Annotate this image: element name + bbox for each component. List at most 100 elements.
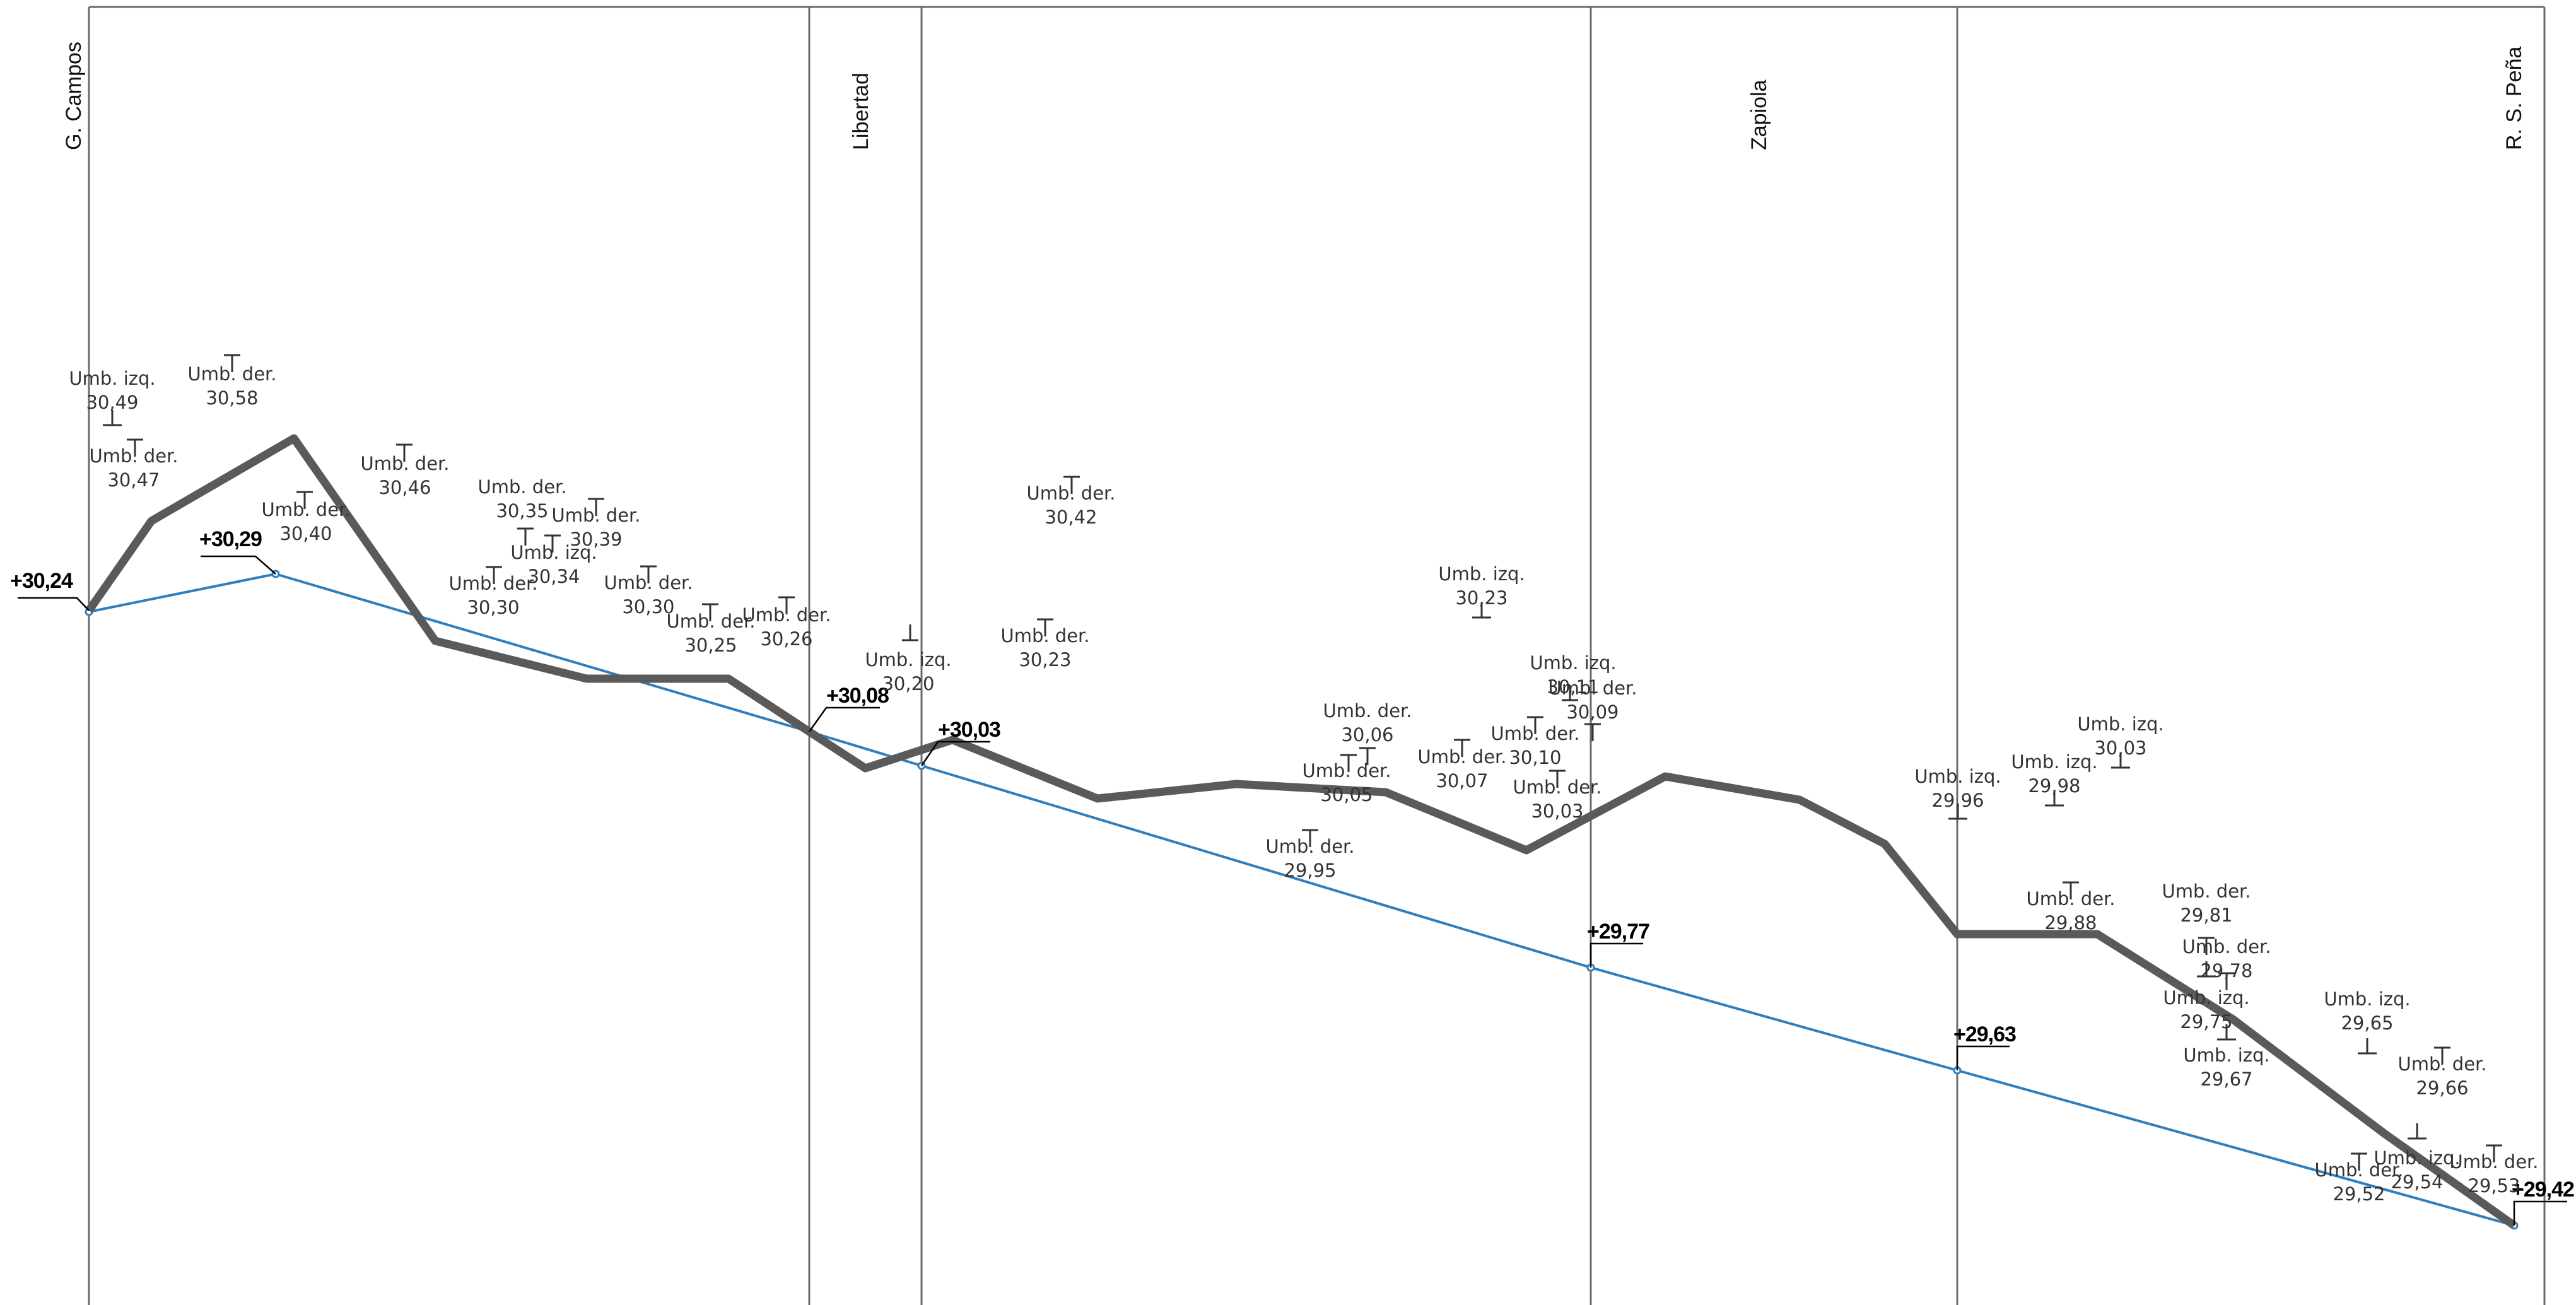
threshold-side: Umb. izq. <box>510 542 597 563</box>
threshold-side: Umb. der. <box>477 476 566 498</box>
threshold-label: Umb. der.30,09 <box>1548 677 1637 723</box>
threshold-label: Umb. der.29,78 <box>2182 936 2271 981</box>
threshold-side: Umb. der. <box>1323 700 1412 722</box>
threshold-value: 30,10 <box>1509 747 1561 768</box>
threshold-side: Umb. izq. <box>2374 1147 2460 1169</box>
threshold-label: Umb. der.30,30 <box>448 573 537 618</box>
threshold-label: Umb. izq. 30,20 <box>865 649 951 694</box>
threshold-value: 30,30 <box>467 597 519 618</box>
threshold-value: 30,46 <box>378 477 431 498</box>
threshold-symbol <box>1562 685 1578 701</box>
threshold-value: 30,39 <box>570 529 622 550</box>
terrain-profile-line <box>85 434 2517 1229</box>
threshold-side: Umb. izq. <box>1914 766 2001 787</box>
threshold-symbol <box>2045 790 2064 807</box>
threshold-label: Umb. der. 30,05 <box>1302 760 1391 805</box>
threshold-symbol <box>296 491 313 509</box>
threshold-symbol <box>1454 739 1470 757</box>
benchmark-leader <box>2513 1200 2567 1226</box>
threshold-side: Umb. der. <box>89 445 178 467</box>
threshold-value: 30,30 <box>622 596 674 617</box>
benchmark-label: +30,08 <box>826 684 889 708</box>
design-grade-line <box>88 572 2515 1227</box>
threshold-side: Umb. izq. <box>2163 987 2249 1009</box>
threshold-symbol <box>1302 829 1318 847</box>
threshold-symbol <box>778 596 795 614</box>
threshold-symbol <box>902 624 918 641</box>
benchmark-labels: +30,24 +30,29 +30,08 +30,03 +29,77 +29,6… <box>10 527 2575 1202</box>
threshold-symbol <box>588 498 604 516</box>
benchmark-leader <box>808 706 880 732</box>
threshold-symbol <box>1549 770 1566 788</box>
threshold-value: 29,81 <box>2180 904 2232 926</box>
threshold-label: Umb. izq.29,67 <box>2183 1045 2269 1090</box>
benchmark-label: +30,03 <box>938 718 1000 742</box>
threshold-label: Umb. der.30,35 <box>477 476 566 522</box>
threshold-value: 30,58 <box>206 387 258 409</box>
threshold-label: Umb. izq.29,65 <box>2324 988 2410 1034</box>
benchmark-label: +29,77 <box>1587 920 1649 944</box>
threshold-symbol <box>2198 937 2215 955</box>
benchmark-label: +30,24 <box>10 569 73 593</box>
threshold-symbol <box>1948 804 1967 820</box>
threshold-value: 30,47 <box>107 469 160 491</box>
threshold-symbol <box>224 354 240 372</box>
threshold-value: 30,23 <box>1019 649 1071 670</box>
threshold-label: Umb. der.30,06 <box>1323 700 1412 746</box>
threshold-side: Umb. izq. <box>2077 713 2163 735</box>
threshold-label: Umb. izq.29,75 <box>2163 987 2249 1033</box>
threshold-label: Umb. izq. 30,49 <box>69 368 155 413</box>
threshold-side: Umb. izq. <box>69 368 155 389</box>
threshold-symbol <box>2351 1152 2367 1171</box>
threshold-symbol <box>2408 1123 2427 1140</box>
benchmark-leader <box>18 597 90 611</box>
threshold-side: Umb. der. <box>2162 881 2251 902</box>
threshold-symbol <box>1359 747 1376 765</box>
threshold-side: Umb. izq. <box>2011 751 2097 773</box>
grade-points <box>85 570 2519 1230</box>
threshold-symbol <box>1472 602 1491 619</box>
threshold-label: Umb. izq.29,98 <box>2011 751 2097 797</box>
threshold-value: 29,53 <box>2468 1175 2520 1197</box>
threshold-label: Umb. der.30,47 <box>89 445 178 491</box>
threshold-value: 29,66 <box>2416 1077 2468 1099</box>
station-name-libertad: Libertad <box>849 73 873 150</box>
threshold-value: 30,09 <box>1566 701 1619 723</box>
threshold-symbol <box>2218 972 2235 990</box>
threshold-value: 30,03 <box>1531 800 1583 822</box>
benchmarks <box>18 555 2567 1226</box>
threshold-symbol <box>103 410 122 426</box>
threshold-value: 29,54 <box>2391 1171 2443 1193</box>
station-name-g-campos: G. Campos <box>62 42 86 150</box>
threshold-value: 30,40 <box>279 523 332 544</box>
threshold-side: Umb. izq. <box>865 649 951 670</box>
benchmark-label: +30,29 <box>199 527 262 551</box>
threshold-symbol <box>2111 752 2130 769</box>
threshold-label: Umb. der.29,95 <box>1265 836 1354 881</box>
threshold-symbol <box>486 566 502 584</box>
benchmark-leader <box>920 740 990 766</box>
threshold-symbol <box>2197 961 2216 978</box>
threshold-side: Umb. izq. <box>1530 652 1616 674</box>
threshold-value: 30,06 <box>1341 724 1393 746</box>
threshold-side: Umb. izq. <box>2183 1045 2269 1066</box>
threshold-symbols <box>103 354 2502 1171</box>
threshold-side: Umb. izq. <box>2324 988 2410 1010</box>
threshold-label: Umb. der.29,81 <box>2162 881 2251 926</box>
threshold-symbol <box>702 603 718 621</box>
threshold-value: 29,52 <box>2333 1183 2385 1205</box>
benchmark-leader <box>1590 942 1643 968</box>
threshold-value: 30,07 <box>1436 770 1488 792</box>
threshold-value: 30,34 <box>527 566 580 587</box>
threshold-label: Umb. der.29,66 <box>2397 1053 2486 1099</box>
threshold-symbol <box>1584 723 1601 741</box>
threshold-symbol <box>640 565 657 583</box>
benchmark-leader <box>1956 1045 2010 1070</box>
frame <box>88 6 2546 1305</box>
threshold-label: Umb. izq.30,23 <box>1438 563 1525 609</box>
threshold-symbol <box>544 534 561 553</box>
threshold-side: Umb. der. <box>1548 677 1637 699</box>
threshold-side: Umb. der. <box>1302 760 1391 781</box>
threshold-value: 30,42 <box>1045 506 1097 528</box>
